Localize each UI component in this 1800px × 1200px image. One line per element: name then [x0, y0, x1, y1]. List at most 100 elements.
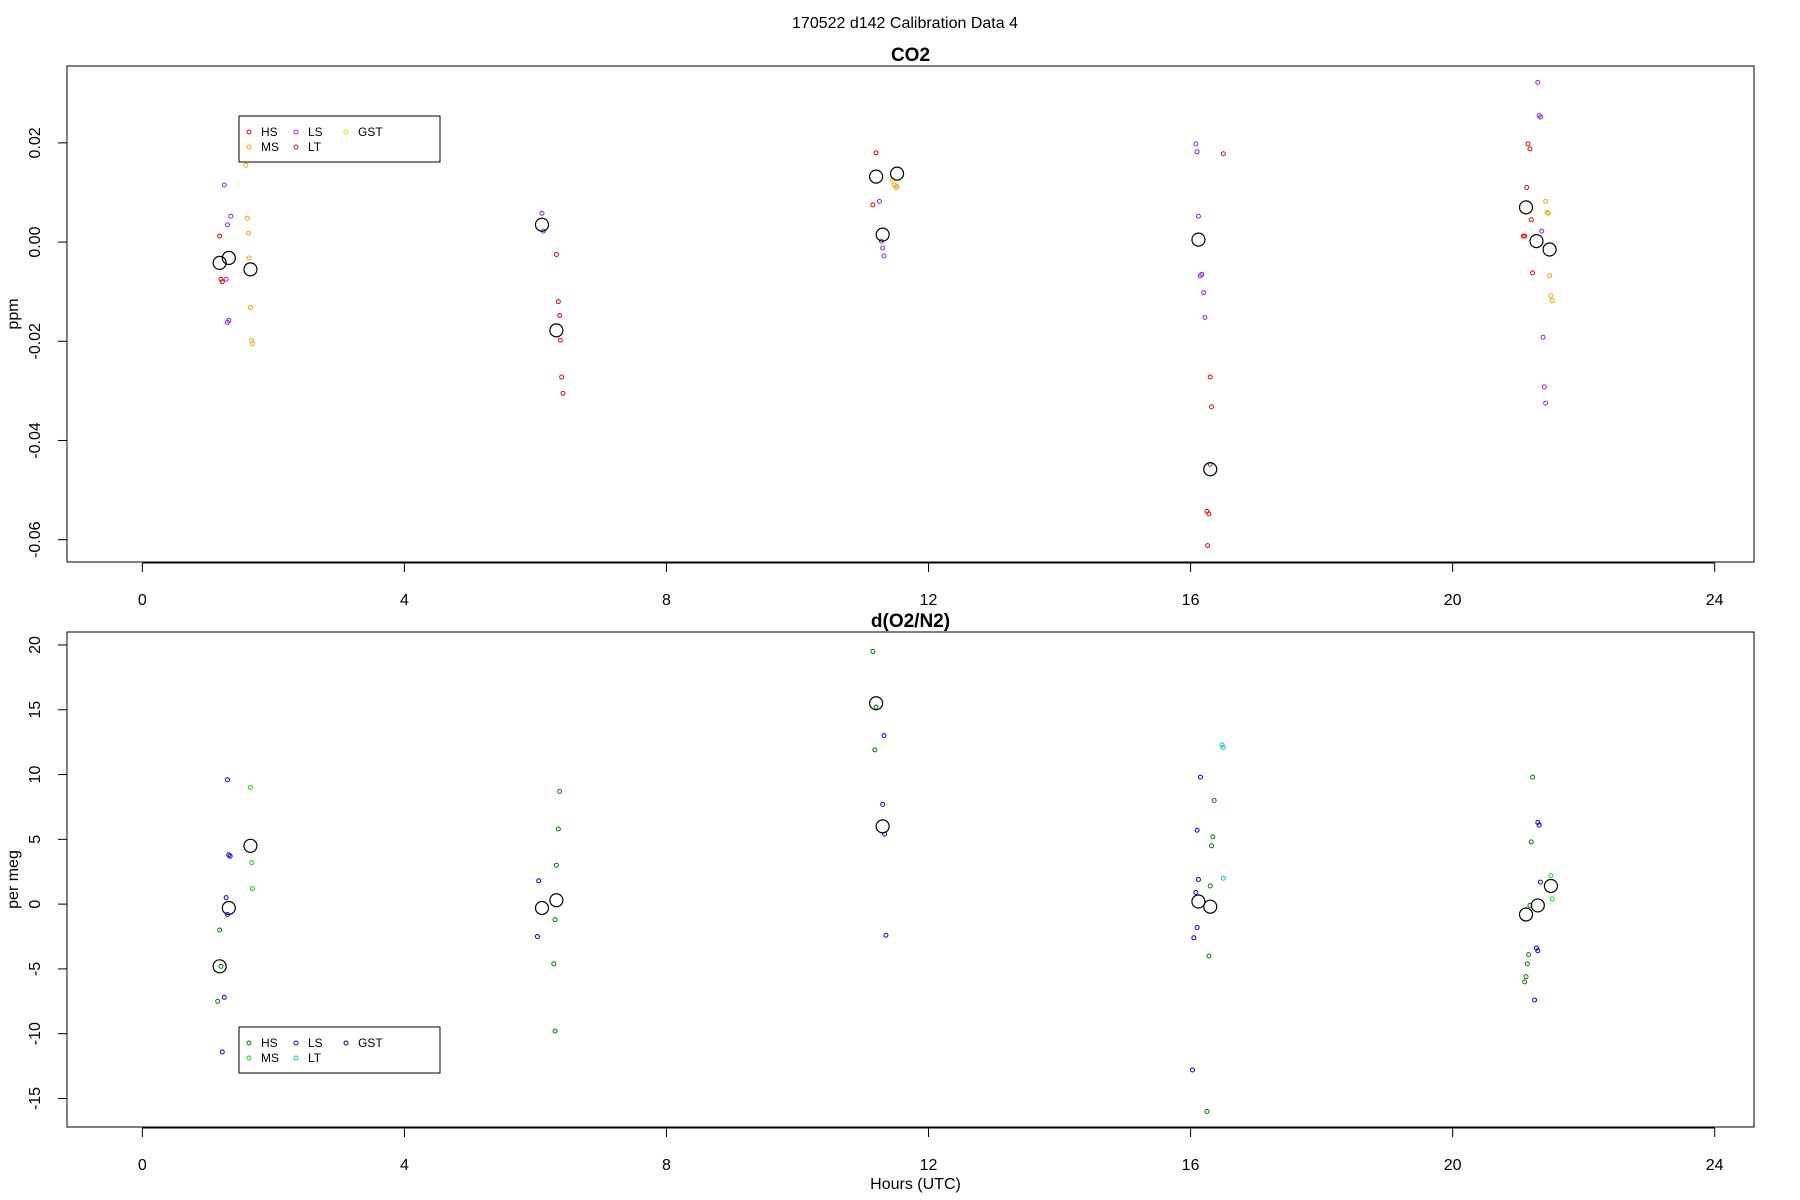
co2-ls-point: [1541, 384, 1547, 390]
o2n2-mean-marker: [212, 959, 227, 974]
co2-ls-point: [225, 222, 231, 228]
o2n2-hs-point: [1204, 1108, 1210, 1114]
o2n2-ls-point: [226, 852, 232, 858]
co2-mean-marker: [1529, 233, 1544, 249]
co2-ls-point: [1193, 141, 1199, 147]
o2n2-ls-point: [227, 853, 233, 859]
co2-ms-point: [1549, 298, 1555, 304]
o2n2-ms-point: [247, 784, 253, 790]
co2-hs-point: [1524, 185, 1530, 191]
o2n2-hs-point: [1523, 974, 1529, 980]
o2n2-ls-point: [1194, 924, 1200, 930]
co2-legend-label-ls: LS: [308, 125, 323, 139]
o2n2-lt-point: [1219, 742, 1225, 748]
co2-mean-marker: [869, 169, 884, 184]
co2-ms-point: [1547, 273, 1553, 279]
co2-legend-marker-gst: [343, 129, 349, 135]
co2-ms-point: [244, 215, 250, 221]
co2-hs-point: [557, 312, 563, 318]
o2n2-ls-point: [223, 895, 229, 901]
co2-ls-point: [1194, 149, 1200, 155]
co2-hs-point: [1522, 233, 1528, 239]
co2-x-tick-label: 0: [138, 592, 147, 609]
o2n2-hs-point: [218, 963, 224, 969]
o2n2-lt-point: [1220, 875, 1226, 881]
co2-x-tick-label: 4: [400, 592, 409, 609]
o2n2-panel-title: d(O2/N2): [871, 611, 950, 632]
o2n2-hs-point: [1527, 902, 1533, 908]
co2-hs-point: [557, 337, 563, 343]
o2n2-hs-point: [1210, 834, 1216, 840]
o2n2-x-axis-label: Hours (UTC): [870, 1176, 961, 1193]
co2-mean-marker: [875, 227, 890, 242]
co2-y-axis-label: ppm: [5, 298, 22, 329]
o2n2-hs-point: [553, 862, 559, 868]
o2n2-panel: d(O2/N2) 0 4 8 12 16 20 24 Hours (UTC) -15 -10 -5 0 5…: [5, 611, 1755, 1193]
o2n2-hs-point: [1524, 961, 1530, 967]
co2-y-tick-label: -0.02: [27, 323, 44, 360]
o2n2-hs-point: [1207, 883, 1213, 889]
o2n2-x-tick-label: 20: [1444, 1157, 1462, 1174]
co2-hs-point: [555, 299, 561, 305]
o2n2-mean-marker: [534, 900, 550, 916]
co2-ls-point: [1537, 114, 1543, 120]
o2n2-mean-marker: [1518, 907, 1534, 922]
o2n2-legend-marker-ms: [246, 1055, 252, 1061]
o2n2-mean-marker: [1203, 899, 1218, 914]
co2-ms-point: [1543, 198, 1549, 204]
o2n2-mean-marker: [875, 819, 890, 834]
co2-panel-title: CO2: [891, 45, 930, 66]
co2-y-tick-label: -0.04: [27, 422, 44, 459]
co2-ls-point: [221, 182, 227, 188]
co2-x-tick-label: 16: [1182, 592, 1200, 609]
co2-x-tick-label: 20: [1444, 592, 1462, 609]
co2-ms-point: [245, 230, 251, 236]
co2-legend-marker-ms: [246, 144, 252, 150]
o2n2-ls-point: [1532, 997, 1538, 1003]
o2n2-ls-point: [1535, 948, 1541, 954]
co2-hs-point: [559, 374, 565, 380]
o2n2-ls-point: [225, 777, 231, 783]
o2n2-ls-point: [881, 733, 887, 739]
co2-legend-label-lt: LT: [308, 140, 322, 154]
o2n2-hs-point: [873, 704, 879, 710]
co2-ms-point: [1548, 293, 1554, 299]
o2n2-ls-point: [1537, 879, 1543, 885]
co2-mean-marker: [212, 255, 227, 271]
co2-legend-label-hs: HS: [261, 125, 278, 139]
o2n2-mean-marker: [1191, 894, 1206, 909]
o2n2-x-tick-label: 0: [138, 1157, 147, 1174]
o2n2-legend-marker-gst: [343, 1040, 349, 1046]
co2-hs-point: [217, 233, 223, 239]
co2-ls-point: [1535, 79, 1541, 85]
co2-ms-point: [894, 184, 900, 190]
co2-hs-point: [1207, 374, 1213, 380]
o2n2-hs-point: [215, 998, 221, 1004]
co2-ls-point: [1199, 271, 1205, 277]
o2n2-y-tick-label: 0: [27, 900, 44, 909]
o2n2-x-tick-label: 24: [1706, 1157, 1724, 1174]
co2-ms-point: [247, 305, 253, 311]
o2n2-y-tick-label: 20: [27, 636, 44, 654]
co2-hs-point: [1206, 511, 1212, 517]
o2n2-ls-point: [880, 801, 886, 807]
o2n2-hs-point: [217, 927, 223, 933]
co2-mean-marker: [1191, 232, 1206, 247]
co2-hs-point: [870, 202, 876, 208]
o2n2-mean-marker: [869, 696, 884, 711]
co2-mean-marker: [243, 262, 258, 277]
o2n2-y-tick-label: 15: [27, 701, 44, 719]
o2n2-mean-marker: [1530, 898, 1545, 913]
co2-ls-point: [1202, 314, 1208, 320]
co2-hs-point: [1205, 543, 1211, 549]
o2n2-ls-point: [1536, 822, 1542, 828]
co2-x-tick-label: 8: [662, 592, 671, 609]
co2-ms-point: [243, 162, 249, 168]
o2n2-ls-point: [1533, 945, 1539, 951]
o2n2-y-tick-label: 5: [27, 835, 44, 844]
co2-hs-point: [560, 390, 566, 396]
o2n2-hs-point: [1522, 979, 1528, 985]
co2-y-tick-label: -0.06: [27, 521, 44, 558]
